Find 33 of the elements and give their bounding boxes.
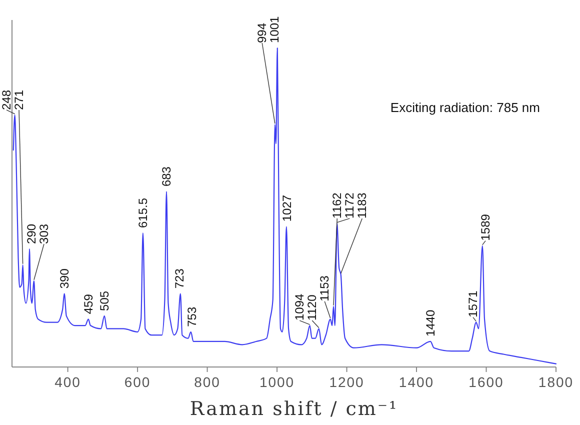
- annotation: 753: [184, 306, 199, 327]
- annotation: 615.5: [136, 198, 150, 228]
- annotation: 1183: [355, 192, 370, 218]
- annotation: 303: [37, 224, 51, 244]
- annotation: 1571: [466, 290, 480, 318]
- x-tick-label: 1200: [329, 374, 364, 390]
- annotation: 1153: [318, 275, 332, 302]
- x-tick-label: 600: [124, 374, 151, 390]
- annotation: 1094: [292, 294, 307, 321]
- annotation: 1440: [423, 309, 438, 336]
- annotation: 1001: [268, 16, 282, 43]
- x-tick-label: 1800: [538, 374, 574, 390]
- annotation: 1172: [342, 192, 357, 218]
- annotation: 390: [57, 268, 72, 289]
- annotation: 271: [12, 90, 26, 110]
- annotation: 1120: [305, 294, 320, 321]
- x-tick-label: 1000: [259, 374, 295, 390]
- annotation: 1027: [280, 194, 294, 222]
- annotation: 505: [97, 290, 112, 311]
- annotation: 290: [24, 224, 38, 244]
- annotation: 723: [172, 268, 186, 289]
- annotation: 1589: [478, 214, 493, 241]
- x-tick-label: 800: [194, 374, 220, 390]
- annotation: 248: [0, 90, 14, 110]
- annotation: 459: [81, 294, 96, 314]
- x-tick-label: 400: [54, 374, 81, 390]
- x-axis-title: Raman shift / cm⁻¹: [190, 398, 398, 420]
- annotation: 683: [159, 166, 174, 187]
- annotation: 994: [255, 22, 270, 43]
- annotation: Exciting radiation: 785 nm: [390, 100, 540, 115]
- x-tick-label: 1400: [398, 374, 434, 390]
- x-tick-label: 1600: [468, 374, 504, 390]
- annotation: 1162: [330, 192, 344, 218]
